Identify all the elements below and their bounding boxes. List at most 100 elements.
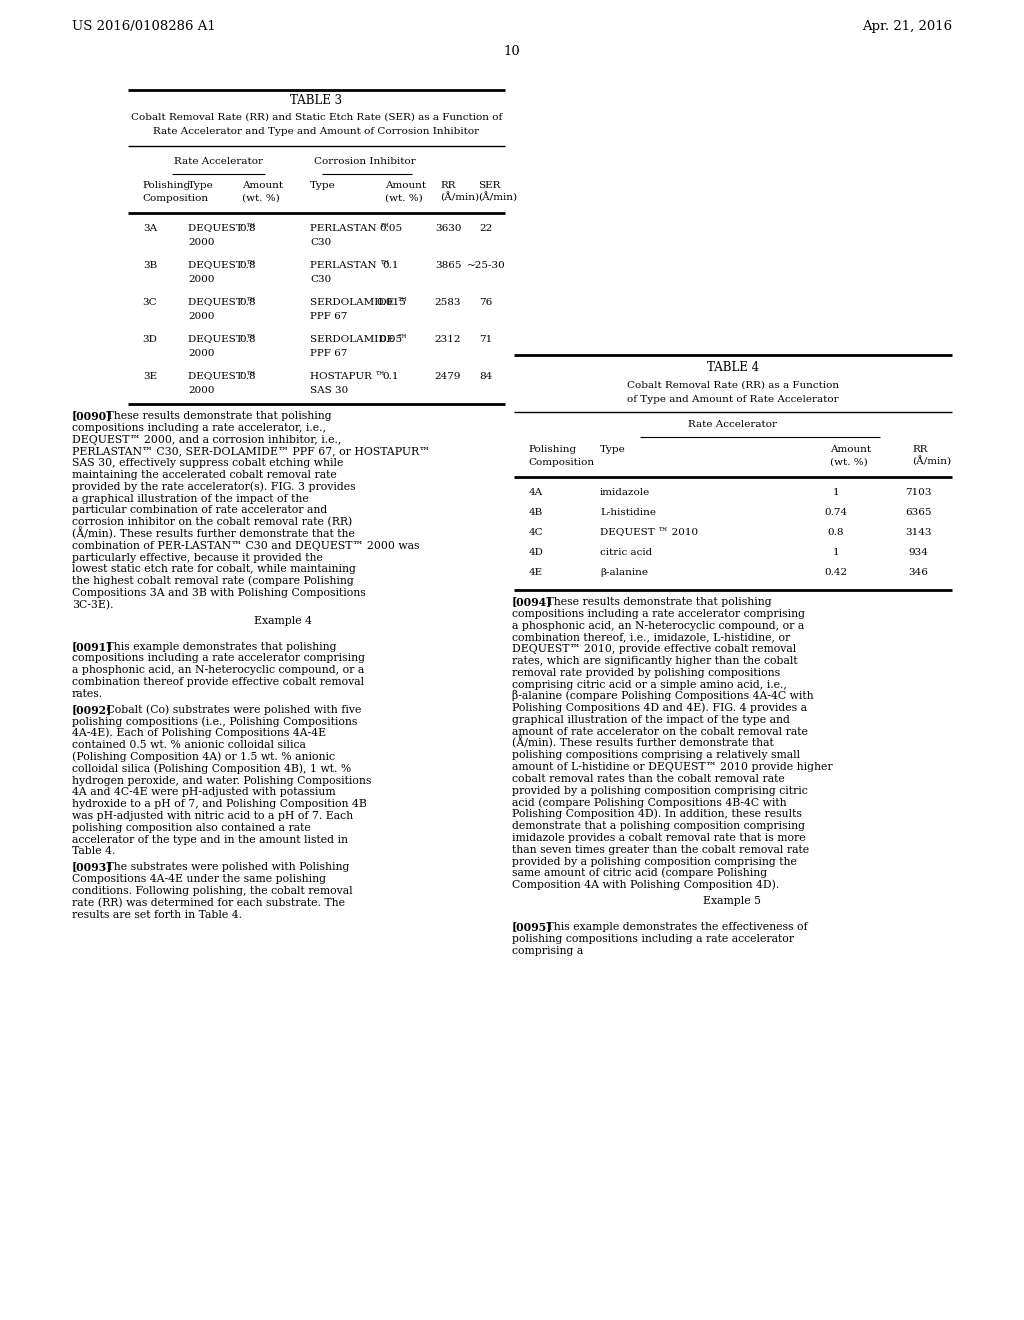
- Text: Amount: Amount: [385, 181, 426, 190]
- Text: β-alanine: β-alanine: [600, 568, 648, 577]
- Text: 84: 84: [479, 372, 493, 381]
- Text: (Å/min): (Å/min): [478, 193, 517, 203]
- Text: RR: RR: [440, 181, 456, 190]
- Text: 2583: 2583: [435, 298, 461, 308]
- Text: demonstrate that a polishing composition comprising: demonstrate that a polishing composition…: [512, 821, 805, 832]
- Text: 0.1: 0.1: [383, 261, 399, 271]
- Text: Rate Accelerator: Rate Accelerator: [173, 157, 262, 166]
- Text: [0093]: [0093]: [72, 862, 113, 873]
- Text: PERLASTAN ™: PERLASTAN ™: [310, 261, 390, 271]
- Text: provided by the rate accelerator(s). FIG. 3 provides: provided by the rate accelerator(s). FIG…: [72, 482, 355, 492]
- Text: HOSTAPUR ™: HOSTAPUR ™: [310, 372, 385, 381]
- Text: SAS 30: SAS 30: [310, 385, 348, 395]
- Text: This example demonstrates that polishing: This example demonstrates that polishing: [103, 642, 337, 652]
- Text: comprising citric acid or a simple amino acid, i.e.,: comprising citric acid or a simple amino…: [512, 680, 786, 689]
- Text: (Å/min). These results further demonstrate that the: (Å/min). These results further demonstra…: [72, 527, 355, 539]
- Text: a phosphonic acid, an N-heterocyclic compound, or a: a phosphonic acid, an N-heterocyclic com…: [512, 620, 804, 631]
- Text: 934: 934: [908, 548, 928, 557]
- Text: colloidal silica (Polishing Composition 4B), 1 wt. %: colloidal silica (Polishing Composition …: [72, 763, 351, 774]
- Text: 0.1: 0.1: [383, 372, 399, 381]
- Text: Amount: Amount: [242, 181, 283, 190]
- Text: imidazole: imidazole: [600, 488, 650, 498]
- Text: C30: C30: [310, 275, 331, 284]
- Text: polishing compositions including a rate accelerator: polishing compositions including a rate …: [512, 933, 794, 944]
- Text: 4A-4E). Each of Polishing Compositions 4A-4E: 4A-4E). Each of Polishing Compositions 4…: [72, 727, 326, 738]
- Text: 1: 1: [833, 488, 840, 498]
- Text: Cobalt (Co) substrates were polished with five: Cobalt (Co) substrates were polished wit…: [103, 705, 361, 715]
- Text: DEQUEST™ 2010, provide effective cobalt removal: DEQUEST™ 2010, provide effective cobalt …: [512, 644, 797, 655]
- Text: PPF 67: PPF 67: [310, 348, 347, 358]
- Text: (Å/min): (Å/min): [912, 457, 951, 467]
- Text: Rate Accelerator: Rate Accelerator: [688, 420, 777, 429]
- Text: particularly effective, because it provided the: particularly effective, because it provi…: [72, 553, 323, 562]
- Text: 2000: 2000: [188, 238, 214, 247]
- Text: RR: RR: [912, 445, 928, 454]
- Text: compositions including a rate accelerator comprising: compositions including a rate accelerato…: [512, 609, 805, 619]
- Text: 3C: 3C: [142, 298, 158, 308]
- Text: combination of PER-LASTAN™ C30 and DEQUEST™ 2000 was: combination of PER-LASTAN™ C30 and DEQUE…: [72, 541, 420, 550]
- Text: Composition 4A with Polishing Composition 4D).: Composition 4A with Polishing Compositio…: [512, 879, 779, 890]
- Text: DEQUEST ™: DEQUEST ™: [188, 224, 256, 234]
- Text: combination thereof provide effective cobalt removal: combination thereof provide effective co…: [72, 677, 365, 688]
- Text: L-histidine: L-histidine: [600, 508, 656, 517]
- Text: Table 4.: Table 4.: [72, 846, 116, 857]
- Text: Apr. 21, 2016: Apr. 21, 2016: [862, 20, 952, 33]
- Text: 2000: 2000: [188, 385, 214, 395]
- Text: 3E: 3E: [143, 372, 157, 381]
- Text: PERLASTAN™ C30, SER-DOLAMIDE™ PPF 67, or HOSTAPUR™: PERLASTAN™ C30, SER-DOLAMIDE™ PPF 67, or…: [72, 446, 430, 457]
- Text: SERDOLAMIDE ™: SERDOLAMIDE ™: [310, 335, 408, 345]
- Text: 2000: 2000: [188, 275, 214, 284]
- Text: rates.: rates.: [72, 689, 103, 698]
- Text: graphical illustration of the impact of the type and: graphical illustration of the impact of …: [512, 715, 790, 725]
- Text: compositions including a rate accelerator, i.e.,: compositions including a rate accelerato…: [72, 422, 326, 433]
- Text: polishing compositions comprising a relatively small: polishing compositions comprising a rela…: [512, 750, 800, 760]
- Text: Polishing Compositions 4D and 4E). FIG. 4 provides a: Polishing Compositions 4D and 4E). FIG. …: [512, 702, 807, 713]
- Text: SAS 30, effectively suppress cobalt etching while: SAS 30, effectively suppress cobalt etch…: [72, 458, 343, 469]
- Text: imidazole provides a cobalt removal rate that is more: imidazole provides a cobalt removal rate…: [512, 833, 806, 843]
- Text: Type: Type: [310, 181, 336, 190]
- Text: 0.8: 0.8: [240, 335, 256, 345]
- Text: rate (RR) was determined for each substrate. The: rate (RR) was determined for each substr…: [72, 898, 345, 908]
- Text: 1: 1: [833, 548, 840, 557]
- Text: corrosion inhibitor on the cobalt removal rate (RR): corrosion inhibitor on the cobalt remova…: [72, 517, 352, 527]
- Text: 4B: 4B: [528, 508, 543, 517]
- Text: 3C-3E).: 3C-3E).: [72, 599, 114, 610]
- Text: DEQUEST ™: DEQUEST ™: [188, 335, 256, 345]
- Text: provided by a polishing composition comprising citric: provided by a polishing composition comp…: [512, 785, 808, 796]
- Text: [0095]: [0095]: [512, 921, 552, 932]
- Text: DEQUEST ™: DEQUEST ™: [188, 298, 256, 308]
- Text: DEQUEST ™ 2010: DEQUEST ™ 2010: [600, 528, 698, 537]
- Text: 10: 10: [504, 45, 520, 58]
- Text: accelerator of the type and in the amount listed in: accelerator of the type and in the amoun…: [72, 834, 348, 845]
- Text: (wt. %): (wt. %): [385, 194, 423, 203]
- Text: 4A: 4A: [529, 488, 543, 498]
- Text: SER: SER: [478, 181, 501, 190]
- Text: The substrates were polished with Polishing: The substrates were polished with Polish…: [103, 862, 349, 873]
- Text: (Å/min). These results further demonstrate that: (Å/min). These results further demonstra…: [512, 737, 774, 748]
- Text: particular combination of rate accelerator and: particular combination of rate accelerat…: [72, 506, 328, 515]
- Text: citric acid: citric acid: [600, 548, 652, 557]
- Text: 2000: 2000: [188, 348, 214, 358]
- Text: same amount of citric acid (compare Polishing: same amount of citric acid (compare Poli…: [512, 867, 767, 878]
- Text: polishing compositions (i.e., Polishing Compositions: polishing compositions (i.e., Polishing …: [72, 715, 357, 726]
- Text: 4E: 4E: [529, 568, 543, 577]
- Text: DEQUEST ™: DEQUEST ™: [188, 372, 256, 381]
- Text: Polishing: Polishing: [142, 181, 190, 190]
- Text: compositions including a rate accelerator comprising: compositions including a rate accelerato…: [72, 653, 365, 664]
- Text: comprising a: comprising a: [512, 945, 584, 956]
- Text: DEQUEST™ 2000, and a corrosion inhibitor, i.e.,: DEQUEST™ 2000, and a corrosion inhibitor…: [72, 434, 341, 445]
- Text: 3630: 3630: [435, 224, 461, 234]
- Text: 4D: 4D: [528, 548, 544, 557]
- Text: Polishing Composition 4D). In addition, these results: Polishing Composition 4D). In addition, …: [512, 809, 802, 820]
- Text: hydrogen peroxide, and water. Polishing Compositions: hydrogen peroxide, and water. Polishing …: [72, 776, 372, 785]
- Text: 0.8: 0.8: [240, 224, 256, 234]
- Text: Example 4: Example 4: [255, 615, 312, 626]
- Text: (wt. %): (wt. %): [242, 194, 280, 203]
- Text: 0.05: 0.05: [380, 335, 402, 345]
- Text: DEQUEST ™: DEQUEST ™: [188, 261, 256, 271]
- Text: These results demonstrate that polishing: These results demonstrate that polishing: [543, 597, 772, 607]
- Text: Polishing: Polishing: [528, 445, 577, 454]
- Text: (wt. %): (wt. %): [830, 458, 867, 467]
- Text: 4C: 4C: [528, 528, 544, 537]
- Text: combination thereof, i.e., imidazole, L-histidine, or: combination thereof, i.e., imidazole, L-…: [512, 632, 791, 643]
